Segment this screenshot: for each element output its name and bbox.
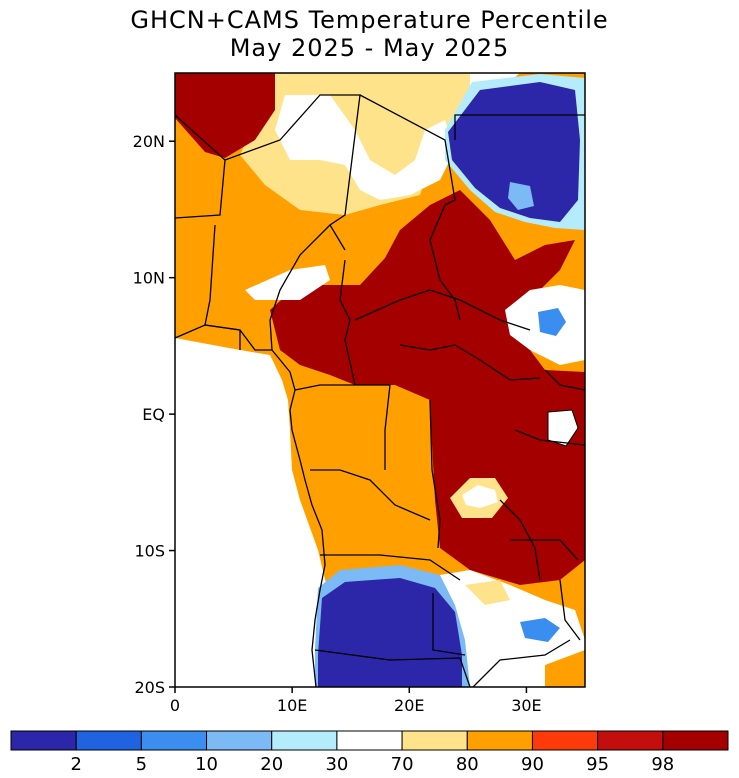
lat-tick-label: 20N bbox=[133, 132, 165, 151]
colorbar-swatch bbox=[597, 730, 664, 751]
lat-tick-label: EQ bbox=[142, 405, 165, 424]
colorbar-swatch bbox=[206, 730, 273, 751]
colorbar-swatch bbox=[401, 730, 468, 751]
colorbar-label: 95 bbox=[586, 754, 609, 775]
colorbar-swatch bbox=[662, 730, 729, 751]
colorbar-label: 80 bbox=[456, 754, 479, 775]
colorbar-swatch bbox=[336, 730, 403, 751]
lat-tick-label: 20S bbox=[134, 678, 165, 697]
lat-tick-label: 10S bbox=[134, 542, 165, 561]
lon-tick-label: 10E bbox=[277, 696, 307, 715]
colorbar-label: 70 bbox=[391, 754, 414, 775]
colorbar: 2 5 10 20 30 70 80 90 95 98 bbox=[10, 730, 729, 775]
colorbar-swatch bbox=[140, 730, 208, 751]
coastline-west-africa bbox=[175, 324, 326, 687]
region-below-light-spot bbox=[508, 182, 534, 210]
map-frame bbox=[174, 72, 586, 688]
lon-tick-label: 0 bbox=[170, 696, 180, 715]
map-title-line2: May 2025 - May 2025 bbox=[229, 34, 510, 62]
colorbar-swatch bbox=[10, 730, 77, 751]
lon-tick-label: 20E bbox=[394, 696, 424, 715]
region-below-southeast-spot bbox=[520, 618, 560, 642]
region-near-normal-west-spot bbox=[245, 265, 330, 300]
longitude-axis: 0 10E 20E 30E bbox=[170, 687, 542, 715]
lake-victoria bbox=[547, 409, 579, 447]
map-title-line1: GHCN+CAMS Temperature Percentile bbox=[130, 6, 609, 34]
colorbar-label: 30 bbox=[325, 754, 348, 775]
colorbar-label: 10 bbox=[195, 754, 218, 775]
colorbar-swatch bbox=[271, 730, 338, 751]
lon-tick-label: 30E bbox=[511, 696, 541, 715]
colorbar-label: 5 bbox=[136, 754, 147, 775]
colorbar-label: 98 bbox=[651, 754, 674, 775]
colorbar-swatch bbox=[531, 730, 599, 751]
colorbar-label: 20 bbox=[260, 754, 283, 775]
region-near-normal-south-east bbox=[440, 570, 585, 687]
map-plot-area bbox=[175, 73, 585, 687]
region-above-light-south bbox=[465, 580, 510, 605]
region-above-southeast bbox=[545, 650, 585, 687]
region-near-normal-north bbox=[275, 95, 455, 200]
latitude-axis: 20N 10N EQ 10S 20S bbox=[133, 132, 175, 697]
region-near-normal-drc-spot-inner bbox=[462, 485, 498, 508]
region-below-northeast bbox=[448, 82, 580, 222]
colorbar-label: 90 bbox=[521, 754, 544, 775]
colorbar-swatch bbox=[466, 730, 533, 751]
colorbar-swatch bbox=[75, 730, 142, 751]
country-borders bbox=[175, 94, 585, 687]
region-below-east-spot bbox=[538, 308, 566, 336]
lat-tick-label: 10N bbox=[133, 269, 165, 288]
region-much-above-central bbox=[270, 190, 585, 585]
region-below-south bbox=[318, 578, 462, 687]
colorbar-label: 2 bbox=[70, 754, 81, 775]
